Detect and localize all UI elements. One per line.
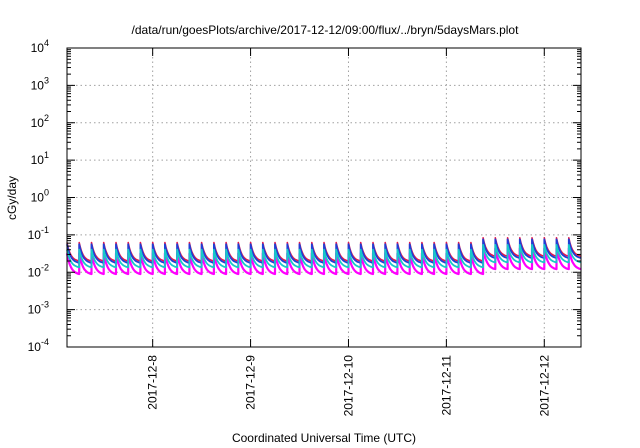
y-tick-label: 100 [31,188,49,205]
x-tick-label: 2017-12-8 [146,355,160,410]
y-tick-label: 104 [31,38,49,55]
series-line [66,243,582,269]
x-tick-label: 2017-12-9 [244,355,258,410]
chart-title: /data/run/goesPlots/archive/2017-12-12/0… [132,23,520,37]
grid [67,48,581,347]
x-tick-labels: 2017-12-8 2017-12-9 2017-12-10 2017-12-11 20… [146,355,552,417]
y-tick-label: 10-1 [28,225,49,242]
x-tick-label: 2017-12-12 [537,355,551,417]
x-tick-label: 2017-12-11 [439,355,453,416]
y-tick-labels: 10-4 10-3 10-2 10-1 100 101 102 103 104 [28,38,49,354]
x-axis-label: Coordinated Universal Time (UTC) [232,431,416,445]
y-tick-label: 101 [31,150,49,167]
y-tick-label: 103 [31,75,49,92]
x-tick-label: 2017-12-10 [341,355,355,417]
series-layer [65,237,582,276]
ticks [67,47,581,348]
y-tick-label: 10-4 [28,337,49,354]
y-tick-label: 10-2 [28,262,49,279]
y-tick-label: 10-3 [28,300,49,317]
y-axis-label: cGy/day [5,176,19,220]
y-tick-label: 102 [31,113,49,130]
